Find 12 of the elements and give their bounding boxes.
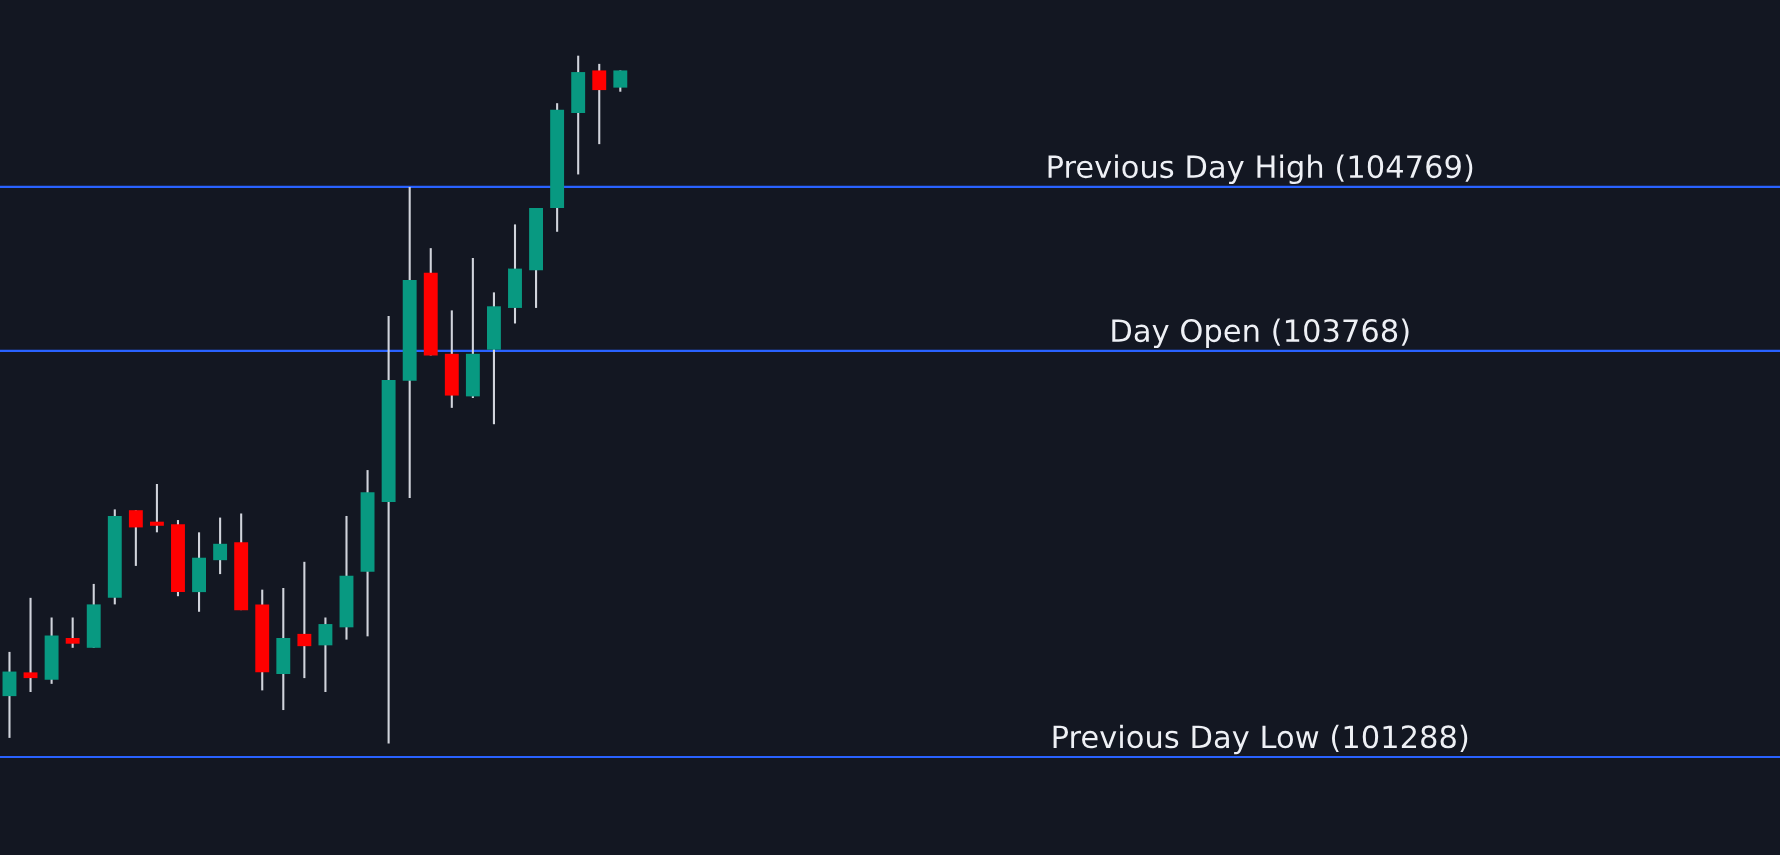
candlestick [65, 616, 80, 649]
candlestick [213, 516, 228, 576]
ref-line-label: Previous Day High (104769) [1048, 154, 1473, 185]
candlestick [297, 560, 312, 680]
candlestick [318, 616, 333, 694]
candlestick [592, 62, 607, 146]
ref-line-label: Day Open (103768) [1112, 318, 1409, 349]
ref-line-label: Previous Day Low (101288) [1053, 724, 1468, 755]
candlestick [149, 482, 164, 534]
candlestick [23, 596, 38, 694]
candlestick [128, 509, 143, 567]
candlestick [613, 69, 628, 93]
